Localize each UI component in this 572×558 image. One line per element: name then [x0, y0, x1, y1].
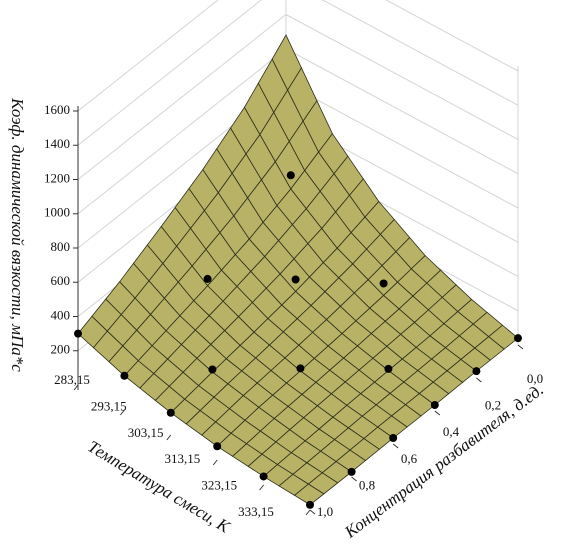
data-point [203, 274, 212, 283]
data-point [259, 472, 268, 481]
data-point [389, 434, 398, 443]
z-tick-label: 1200 [44, 170, 70, 185]
z-tick-label: 600 [51, 273, 71, 288]
y-tick-label: 1,0 [317, 504, 333, 519]
data-point [166, 408, 175, 417]
data-point [514, 334, 522, 343]
data-point [291, 275, 300, 284]
grid-line [77, 0, 519, 146]
data-point [347, 467, 356, 476]
data-point [74, 329, 82, 338]
y-tick [434, 410, 441, 416]
z-tick-label: 1400 [44, 136, 70, 151]
y-tick [476, 377, 482, 383]
y-tick-label: 0,8 [359, 477, 375, 492]
x-tick-label: 323,15 [201, 478, 237, 493]
y-tick [392, 443, 399, 449]
data-point [430, 401, 439, 410]
data-point [213, 442, 222, 451]
x-tick [212, 459, 218, 466]
y-tick-label: 0,6 [401, 451, 418, 466]
z-tick-label: 200 [51, 342, 71, 357]
data-point [384, 364, 393, 373]
x-tick-label: 283,15 [54, 372, 90, 387]
z-tick-label: 1600 [44, 102, 70, 117]
y-tick-label: 0,2 [485, 398, 501, 413]
data-point [208, 365, 217, 374]
y-tick [309, 509, 316, 515]
z-tick-label: 400 [51, 307, 71, 322]
grid-line [77, 0, 519, 112]
x-tick-label: 303,15 [128, 425, 164, 440]
data-point [472, 367, 481, 376]
data-point [296, 364, 305, 373]
data-point [286, 171, 295, 180]
y-tick-label: 0,4 [443, 424, 460, 439]
y-tick-label: 0,0 [527, 371, 543, 386]
z-tick-label: 800 [51, 239, 71, 254]
data-point [120, 371, 129, 380]
z-axis-label: Коэф. динамической вязкости, мПа*с [8, 97, 27, 372]
y-tick [517, 344, 524, 350]
data-point [379, 279, 388, 288]
x-tick-label: 293,15 [91, 398, 127, 413]
data-point [306, 500, 314, 509]
x-tick [166, 434, 172, 441]
x-tick-label: 333,15 [238, 504, 274, 519]
x-tick [73, 384, 79, 391]
y-tick [351, 476, 357, 482]
x-tick [259, 484, 264, 491]
x-tick [120, 409, 125, 416]
x-tick-label: 313,15 [165, 451, 201, 466]
z-tick-label: 1000 [44, 205, 70, 220]
x-tick [305, 509, 311, 516]
